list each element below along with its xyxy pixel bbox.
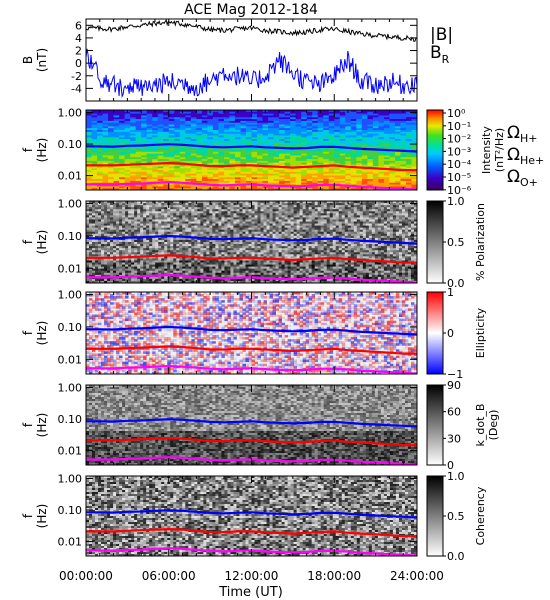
colorbar-tick-label: 0 bbox=[447, 327, 454, 340]
y-tick-label: 0.10 bbox=[58, 138, 83, 151]
legend-omega-O: ΩO+ bbox=[507, 167, 538, 189]
colorbar-tick-label: 0 bbox=[447, 459, 454, 472]
series-line-b-radial bbox=[85, 48, 418, 99]
y-tick-label: 0.01 bbox=[58, 170, 83, 183]
y-tick-label: 0.10 bbox=[58, 504, 83, 517]
x-tick-label: 18:00:00 bbox=[307, 569, 361, 583]
colorbar-tick-label: 10⁻⁵ bbox=[447, 171, 471, 184]
colorbar-label-5: Coherency bbox=[474, 486, 487, 545]
colorbar-2 bbox=[426, 200, 444, 284]
gyrofrequency-line-He-5 bbox=[86, 527, 417, 538]
legend-b-magnitude: |B| bbox=[430, 25, 453, 45]
series-line-b-magnitude bbox=[85, 18, 418, 43]
y-tick-label: -4 bbox=[71, 82, 82, 95]
y-axis-label-f-3: f(Hz) bbox=[21, 321, 49, 346]
heatmap-power bbox=[86, 110, 417, 190]
colorbar-tick-label: 1.0 bbox=[447, 470, 465, 483]
gyrofrequency-line-He-4 bbox=[86, 436, 417, 447]
colorbar-tick-label: 10⁰ bbox=[447, 107, 466, 120]
legend-omega-H: ΩH+ bbox=[507, 123, 538, 145]
y-axis-label-f-5: f(Hz) bbox=[21, 504, 49, 529]
colorbar-tick-label: 10⁻⁴ bbox=[447, 158, 472, 171]
colorbar-1 bbox=[426, 109, 444, 191]
colorbar-tick-label: 0.5 bbox=[447, 510, 465, 523]
y-tick-label: 1.00 bbox=[58, 106, 83, 119]
y-tick-label: 0 bbox=[75, 57, 82, 70]
colorbar-tick-label: 0.0 bbox=[447, 277, 465, 290]
gyrofrequency-line-H-3 bbox=[86, 325, 417, 336]
y-tick-label: 6 bbox=[75, 19, 82, 32]
x-tick-label: 06:00:00 bbox=[142, 569, 196, 583]
colorbar-tick-label: 1 bbox=[447, 286, 454, 299]
gyrofrequency-line-H-5 bbox=[86, 509, 417, 519]
x-axis-label: Time (UT) bbox=[218, 585, 283, 600]
colorbar-tick-label: 60 bbox=[447, 406, 461, 419]
colorbar-label-1: Intensity(nT²/Hz) bbox=[480, 126, 506, 174]
colorbar-5 bbox=[426, 475, 444, 557]
panel-power: 1.00 0.10 0.01 f(Hz) 10⁰10⁻¹10⁻²10⁻³10⁻⁴10⁻⁵… bbox=[21, 106, 544, 196]
colorbar-tick-label: 10⁻² bbox=[447, 133, 471, 146]
y-tick-label: 0.01 bbox=[58, 445, 83, 458]
colorbar-label-3: Ellipticity bbox=[474, 307, 487, 358]
chart-title: ACE Mag 2012-184 bbox=[184, 2, 318, 18]
gyrofrequency-line-H-2 bbox=[86, 234, 417, 245]
colorbar-label-4: k_dot_B(Deg) bbox=[474, 404, 500, 447]
y-tick-label: 0.01 bbox=[58, 262, 83, 275]
legend-b-radial: BR bbox=[430, 43, 450, 66]
panel-polarization: 1.00 0.10 0.01 f(Hz) 1.0 0.5 0.0 % Polarization bbox=[21, 195, 487, 290]
colorbar-tick-label: 10⁻³ bbox=[447, 145, 471, 158]
y-axis-label-f-1: f(Hz) bbox=[21, 138, 49, 163]
colorbar-label-2: % Polarization bbox=[474, 203, 487, 281]
y-tick-label: 0.01 bbox=[58, 353, 83, 366]
colorbar-tick-label: −1 bbox=[447, 368, 463, 381]
y-axis-label-f-2: f(Hz) bbox=[21, 230, 49, 255]
colorbar-tick-label: 0.0 bbox=[447, 550, 465, 563]
colorbar-tick-label: 30 bbox=[447, 432, 461, 445]
heatmap-ellipticity bbox=[86, 292, 417, 374]
y-axis-label-b: B(nT) bbox=[21, 48, 49, 72]
y-tick-label: 1.00 bbox=[58, 472, 83, 485]
y-tick-label: -2 bbox=[71, 70, 82, 83]
x-tick-label: 12:00:00 bbox=[225, 569, 279, 583]
x-tick-label: 24:00:00 bbox=[390, 569, 444, 583]
y-tick-label: 1.00 bbox=[58, 381, 83, 394]
colorbar-tick-label: 90 bbox=[447, 379, 461, 392]
gyrofrequency-line-H-1 bbox=[86, 143, 417, 153]
colorbar-4 bbox=[426, 384, 444, 466]
gyrofrequency-line-He-2 bbox=[86, 254, 417, 264]
panels: 6420-2-4B(nT)|B|BR1.000.100.01f(Hz)10⁰10… bbox=[21, 18, 544, 563]
legend-omega-He: ΩHe+ bbox=[507, 145, 544, 167]
y-tick-label: 2 bbox=[75, 45, 82, 58]
y-tick-label: 1.00 bbox=[58, 198, 83, 211]
y-tick-label: 0.10 bbox=[58, 413, 83, 426]
y-tick-label: 0.01 bbox=[58, 536, 83, 549]
panel-kdotb: 1.00 0.10 0.01 f(Hz) 90 60 30 0 k_dot_B(Deg) bbox=[21, 379, 500, 472]
panel-ellipticity: 1.00 0.10 0.01 f(Hz) 1 0 −1 Ellipticity bbox=[21, 286, 487, 381]
y-tick-label: 0.10 bbox=[58, 321, 83, 334]
colorbar-tick-label: 10⁻⁶ bbox=[447, 184, 472, 197]
panel-coherency: 1.00 0.10 0.01 f(Hz) 1.0 0.5 0.0 Coherency bbox=[21, 470, 487, 563]
gyrofrequency-line-He-3 bbox=[86, 345, 417, 355]
y-tick-label: 4 bbox=[75, 32, 82, 45]
gyrofrequency-line-H-4 bbox=[86, 418, 417, 428]
heatmap-coherency bbox=[86, 476, 417, 556]
heatmap-kdotb bbox=[86, 385, 417, 465]
y-tick-label: 0.10 bbox=[58, 230, 83, 243]
colorbar-3 bbox=[426, 291, 444, 375]
colorbar-tick-label: 0.5 bbox=[447, 236, 465, 249]
x-axis: 00:00:00 06:00:00 12:00:00 18:00:00 24:00:00 bbox=[59, 19, 444, 583]
gyrofrequency-line-He-1 bbox=[86, 161, 417, 172]
heatmap-polarization bbox=[86, 201, 417, 283]
colorbar-tick-label: 1.0 bbox=[447, 195, 465, 208]
y-axis-label-f-4: f(Hz) bbox=[21, 413, 49, 438]
colorbar-tick-label: 10⁻¹ bbox=[447, 120, 471, 133]
y-tick-label: 1.00 bbox=[58, 289, 83, 302]
x-tick-label: 00:00:00 bbox=[59, 569, 113, 583]
